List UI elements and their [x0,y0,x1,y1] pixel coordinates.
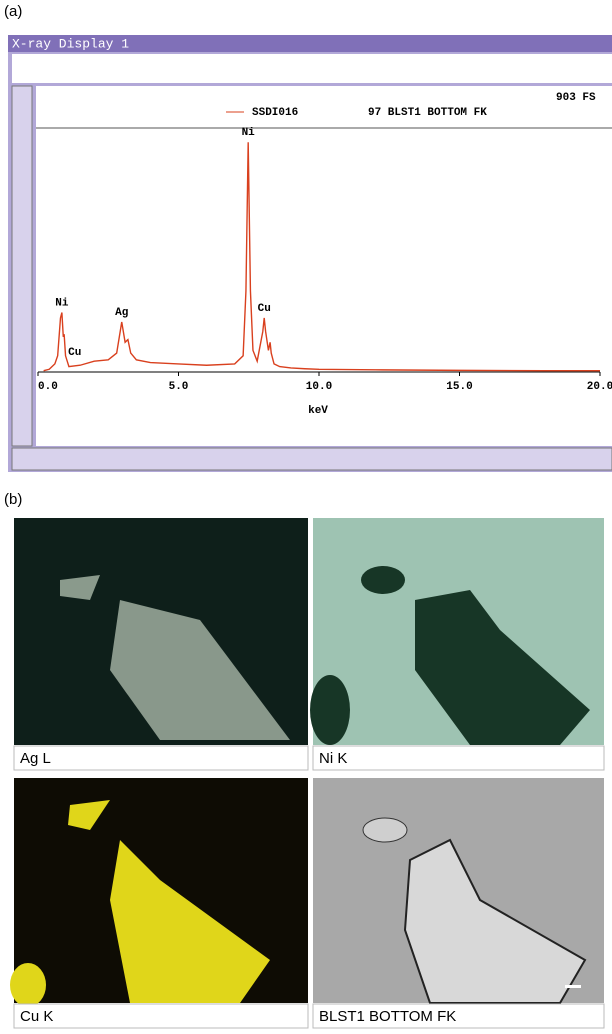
map-sem [313,778,604,1003]
map-caption: Cu K [20,1008,53,1025]
map-ag [14,518,308,745]
peak-label: Ni [242,127,256,139]
caption-box [313,746,604,770]
panel-label: (a) [4,3,22,20]
subtitle: 97 BLST1 BOTTOM FK [368,107,487,119]
scale-label: 903 FS [556,92,596,104]
panel-label: (b) [4,491,22,508]
peak-label: Ni [55,297,69,309]
x-tick-label: 0.0 [38,381,58,393]
caption-box [14,746,308,770]
legend-label: SSDI016 [252,107,298,119]
x-tick-label: 20.0 [587,381,612,393]
map-caption: BLST1 BOTTOM FK [319,1008,456,1025]
peak-label: Cu [68,347,81,359]
scrollbar[interactable] [12,86,32,446]
map-ni [310,518,604,745]
h-scrollbar[interactable] [12,448,612,470]
caption-box [14,1004,308,1028]
x-tick-label: 5.0 [169,381,189,393]
x-tick-label: 15.0 [446,381,472,393]
x-axis-label: keV [308,405,328,417]
figure: (a) X-ray Display 1 SSDI016 97 BLST1 BOT… [0,0,612,1029]
x-tick-label: 10.0 [306,381,332,393]
map-caption: Ni K [319,750,347,767]
peak-label: Ag [115,307,128,319]
map-cu [10,778,308,1007]
map-caption: Ag L [20,750,51,767]
toolbar [12,54,612,83]
peak-label: Cu [258,303,271,315]
window-title: X-ray Display 1 [12,36,129,51]
page: (a) X-ray Display 1 SSDI016 97 BLST1 BOT… [0,0,612,1029]
